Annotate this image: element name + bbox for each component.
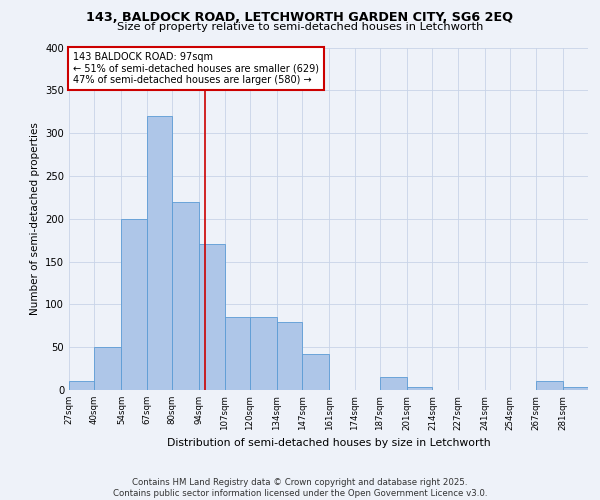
Bar (121, 219, 147, 390)
Bar (407, 388, 433, 390)
Bar (147, 116, 172, 390)
Bar (172, 202, 199, 390)
Bar (199, 244, 224, 390)
Bar (224, 317, 250, 390)
Bar (563, 388, 588, 390)
Bar (250, 317, 277, 390)
Bar (536, 382, 563, 390)
Bar (380, 377, 407, 390)
Text: Contains HM Land Registry data © Crown copyright and database right 2025.
Contai: Contains HM Land Registry data © Crown c… (113, 478, 487, 498)
Y-axis label: Number of semi-detached properties: Number of semi-detached properties (29, 122, 40, 315)
Text: 143, BALDOCK ROAD, LETCHWORTH GARDEN CITY, SG6 2EQ: 143, BALDOCK ROAD, LETCHWORTH GARDEN CIT… (86, 11, 514, 24)
X-axis label: Distribution of semi-detached houses by size in Letchworth: Distribution of semi-detached houses by … (167, 438, 490, 448)
Bar (94, 347, 121, 390)
Bar (302, 354, 329, 390)
Text: Size of property relative to semi-detached houses in Letchworth: Size of property relative to semi-detach… (117, 22, 483, 32)
Bar (69, 382, 94, 390)
Bar (277, 322, 302, 390)
Text: 143 BALDOCK ROAD: 97sqm
← 51% of semi-detached houses are smaller (629)
47% of s: 143 BALDOCK ROAD: 97sqm ← 51% of semi-de… (73, 52, 319, 85)
